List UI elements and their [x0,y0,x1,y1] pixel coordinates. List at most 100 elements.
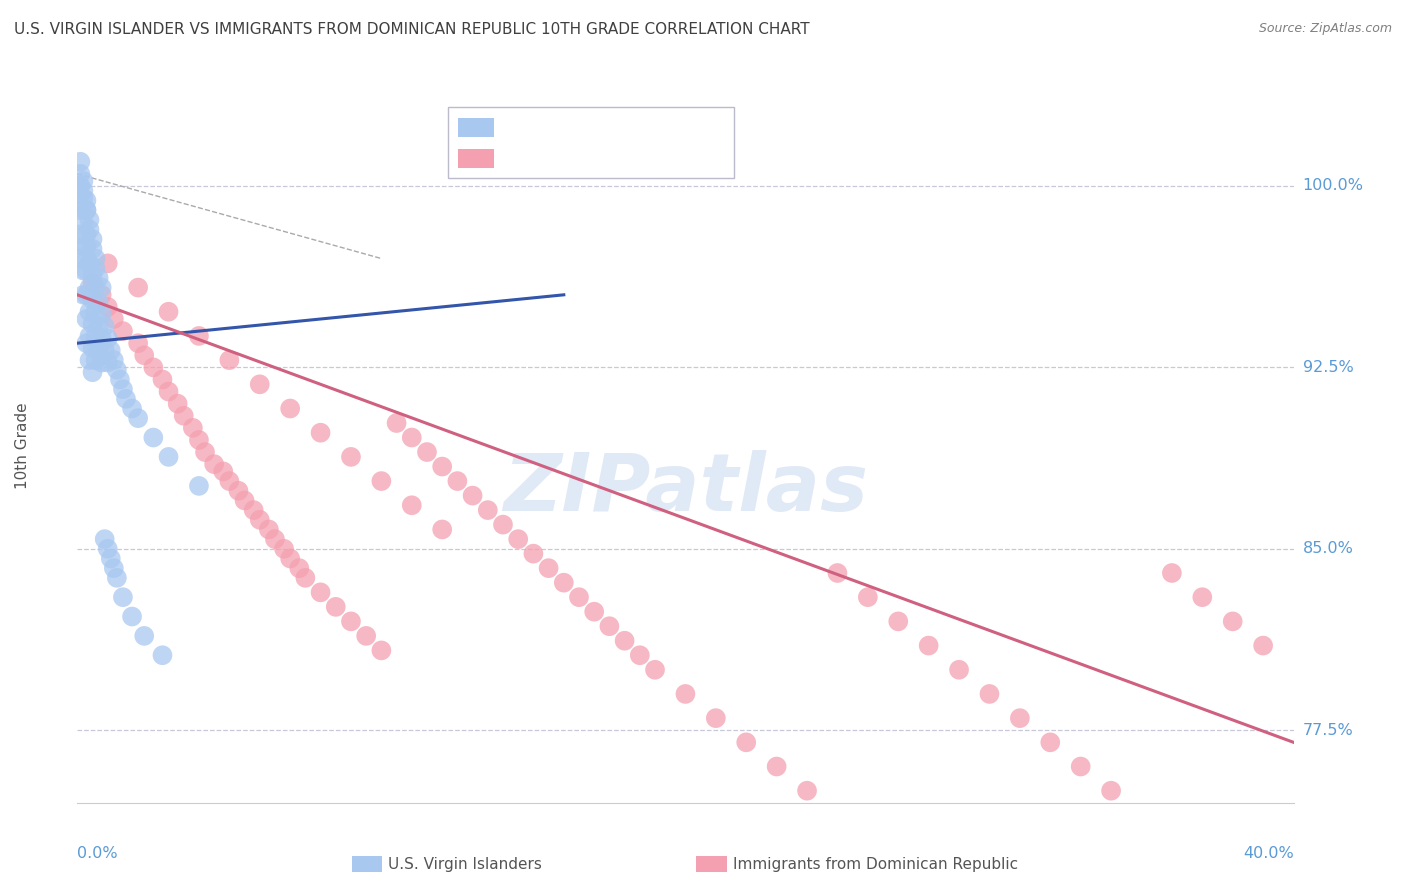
Point [82,293,104,307]
Point [93,532,115,546]
Point [249,377,271,392]
Text: 40.0%: 40.0% [1243,847,1294,862]
Point [87,271,110,285]
Point [90,288,112,302]
Text: R = -0.679   N = 83: R = -0.679 N = 83 [503,151,676,166]
Point [370,474,392,488]
Point [134,629,156,643]
Text: 92.5%: 92.5% [1302,359,1354,375]
Point [887,615,910,629]
Point [82,242,104,256]
Point [75,336,97,351]
Point [385,416,408,430]
Point [430,523,453,537]
Point [75,252,97,266]
Text: 0.0%: 0.0% [77,847,118,862]
FancyBboxPatch shape [458,149,495,168]
Point [492,517,515,532]
Point [79,329,101,343]
Point [166,397,188,411]
Point [228,483,250,498]
Point [401,498,423,512]
Point [796,783,818,797]
Point [84,252,107,266]
Point [1251,639,1274,653]
Point [194,445,217,459]
Point [979,687,1001,701]
FancyBboxPatch shape [458,119,495,137]
Point [121,401,143,416]
Point [103,312,125,326]
Point [84,280,107,294]
Point [430,459,453,474]
Point [628,648,651,663]
Text: U.S. Virgin Islanders: U.S. Virgin Islanders [388,857,541,871]
Point [152,372,174,386]
Point [152,648,174,663]
Text: 10th Grade: 10th Grade [15,402,30,490]
Point [87,343,110,358]
Point [188,329,211,343]
Point [278,401,301,416]
Point [93,343,115,358]
Point [142,360,165,375]
Point [111,324,134,338]
Point [340,450,363,464]
Point [93,319,115,334]
Point [918,639,941,653]
Point [212,464,235,478]
Text: Source: ZipAtlas.com: Source: ZipAtlas.com [1258,22,1392,36]
Point [309,585,332,599]
Point [82,232,104,246]
Point [69,167,91,181]
FancyBboxPatch shape [449,107,734,178]
Text: R =  0.197   N = 74: R = 0.197 N = 74 [503,120,676,136]
Point [97,256,120,270]
Point [82,268,104,283]
Point [84,329,107,343]
Point [82,341,104,355]
Point [97,355,120,369]
Text: 100.0%: 100.0% [1302,178,1364,194]
Point [121,609,143,624]
Point [75,203,97,218]
Point [127,336,149,351]
Point [72,174,94,188]
Point [340,615,363,629]
Point [79,222,101,236]
Point [127,280,149,294]
Point [72,239,94,253]
Point [1039,735,1062,749]
Point [537,561,560,575]
Point [69,178,91,193]
Point [446,474,468,488]
Point [273,541,295,556]
Point [288,561,311,575]
Point [100,551,122,566]
Point [1070,759,1092,773]
Point [100,343,122,358]
Point [613,633,636,648]
Point [157,384,180,399]
Point [79,353,101,368]
Point [69,203,91,218]
Point [675,687,697,701]
Point [75,203,97,218]
Point [1191,590,1213,604]
Point [157,450,180,464]
Point [82,276,104,290]
Text: 85.0%: 85.0% [1302,541,1354,557]
Point [142,431,165,445]
Point [90,331,112,345]
Point [97,541,120,556]
Point [1161,566,1184,580]
Point [218,353,240,368]
Point [75,288,97,302]
Point [704,711,727,725]
Point [69,252,91,266]
Point [105,571,128,585]
Point [103,561,125,575]
Point [218,474,240,488]
Point [644,663,666,677]
Point [354,629,377,643]
